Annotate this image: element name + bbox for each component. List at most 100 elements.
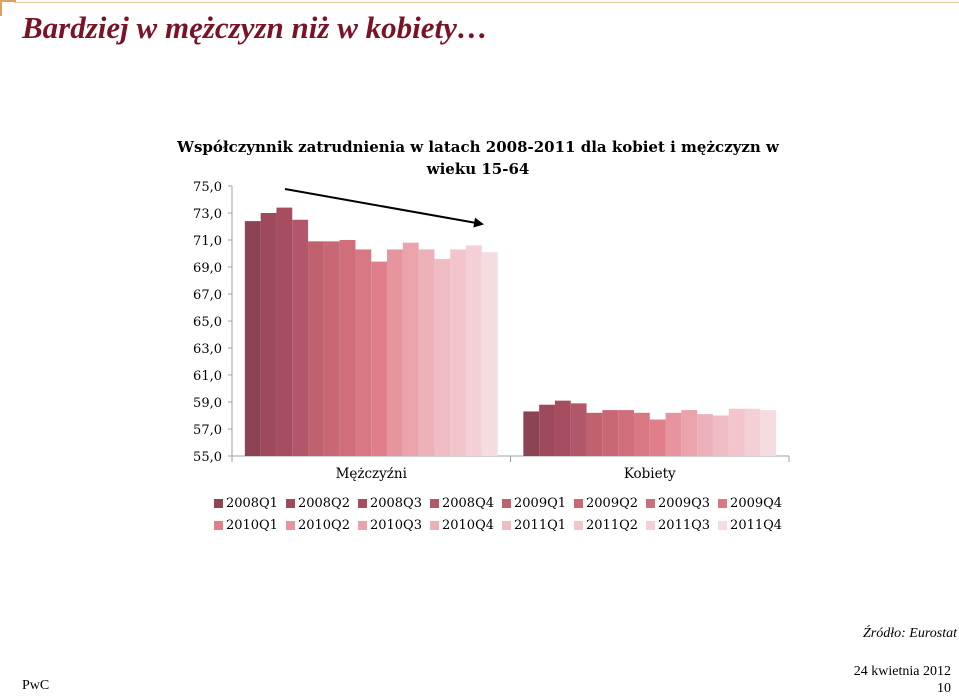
legend-item: 2009Q2 <box>574 496 638 511</box>
legend-item: 2011Q1 <box>502 518 566 533</box>
legend-label: 2011Q1 <box>514 518 567 533</box>
y-tick-label: 55,0 <box>193 450 222 465</box>
category-label: Kobiety <box>624 466 676 482</box>
legend-swatch <box>429 521 439 530</box>
bar-2008Q2-1 <box>539 404 555 456</box>
bar-2009Q1-1 <box>586 412 603 456</box>
legend-label: 2009Q2 <box>586 496 639 511</box>
legend-label: 2010Q1 <box>225 518 278 533</box>
legend-item: 2011Q2 <box>574 518 638 533</box>
y-tick-label: 59,0 <box>193 396 222 411</box>
legend-swatch <box>429 499 439 508</box>
y-tick-label: 57,0 <box>193 423 222 438</box>
bar-2010Q4-0 <box>418 249 435 456</box>
legend-item: 2011Q3 <box>646 518 710 533</box>
chart-title-line-2: wieku 15-64 <box>426 160 530 178</box>
legend-item: 2008Q1 <box>213 496 278 511</box>
legend-row: 2008Q1 2008Q2 2008Q3 2008Q4 2009Q1 2009Q2 2009… <box>213 496 782 511</box>
bar-2010Q2-0 <box>387 249 403 456</box>
legend-label: 2009Q3 <box>658 496 711 511</box>
top-rule <box>14 2 959 3</box>
chart-bars <box>244 207 777 456</box>
y-tick-label: 73,0 <box>193 207 222 222</box>
legend-swatch <box>213 521 223 530</box>
legend-swatch <box>574 499 584 508</box>
bar-2008Q4-0 <box>292 219 309 456</box>
bar-2009Q2-0 <box>323 241 340 456</box>
bar-2011Q4-1 <box>760 410 777 456</box>
legend-row: 2010Q1 2010Q2 2010Q3 2010Q4 2011Q1 2011Q2 2011… <box>213 518 782 533</box>
bar-2008Q1-1 <box>523 411 540 456</box>
bar-2010Q1-0 <box>371 261 388 456</box>
y-tick-label: 69,0 <box>193 261 222 276</box>
trend-arrow-line <box>284 188 484 228</box>
trend-arrow <box>284 188 484 228</box>
legend-swatch <box>502 521 511 530</box>
legend-item: 2008Q2 <box>285 496 350 511</box>
bar-2009Q3-1 <box>618 410 634 456</box>
legend-swatch <box>285 521 295 530</box>
bar-2009Q4-0 <box>355 249 372 456</box>
bar-2009Q4-1 <box>633 412 650 456</box>
slide-date: 24 kwietnia 2012 <box>853 664 951 679</box>
bar-2010Q2-1 <box>665 412 682 456</box>
bar-2010Q4-1 <box>697 414 713 456</box>
slide-title: Bardziej w mężczyzn niż w kobiety… <box>22 10 488 45</box>
legend-label: 2008Q4 <box>441 496 494 511</box>
legend-swatch <box>502 499 511 508</box>
legend-item: 2008Q3 <box>357 496 422 511</box>
legend-item: 2010Q1 <box>213 518 278 533</box>
legend-swatch <box>646 499 656 508</box>
legend-item: 2009Q4 <box>718 496 782 511</box>
bar-2009Q1-0 <box>308 241 324 456</box>
legend-label: 2010Q3 <box>369 518 422 533</box>
y-tick-label: 67,0 <box>193 288 222 303</box>
legend-swatch <box>285 499 295 508</box>
bar-2009Q3-0 <box>339 240 356 456</box>
y-tick-label: 71,0 <box>193 234 222 249</box>
bar-2011Q3-1 <box>744 408 761 456</box>
bar-2011Q2-0 <box>450 249 467 456</box>
legend-label: 2011Q2 <box>586 518 639 533</box>
legend-item: 2010Q4 <box>429 518 494 533</box>
legend-swatch <box>357 499 367 508</box>
bar-2008Q3-1 <box>554 400 571 456</box>
bar-2010Q1-1 <box>649 419 666 456</box>
legend-swatch <box>718 499 728 508</box>
legend-item: 2011Q4 <box>718 518 782 533</box>
legend-label: 2008Q3 <box>369 496 422 511</box>
legend-swatch <box>213 499 223 508</box>
legend-swatch <box>574 521 584 530</box>
bar-2010Q3-0 <box>402 242 419 456</box>
brand-name: PwC <box>22 678 50 693</box>
legend-label: 2011Q3 <box>658 518 711 533</box>
employment-chart: Współczynnik zatrudnienia w latach 2008-… <box>176 138 790 482</box>
y-tick-label: 75,0 <box>193 180 222 195</box>
chart-legend: 2008Q1 2008Q2 2008Q3 2008Q4 2009Q1 2009Q2 2009… <box>213 496 782 540</box>
chart-title-line-1: Współczynnik zatrudnienia w latach 2008-… <box>176 138 780 156</box>
bar-2011Q1-1 <box>712 415 729 456</box>
legend-label: 2010Q4 <box>441 518 494 533</box>
legend-swatch <box>357 521 367 530</box>
legend-item: 2009Q3 <box>646 496 710 511</box>
y-tick-label: 61,0 <box>193 369 222 384</box>
bar-2008Q3-0 <box>276 207 293 456</box>
bar-2011Q3-0 <box>466 245 482 456</box>
legend-swatch <box>646 521 656 530</box>
category-label: Mężczyźni <box>336 466 408 482</box>
source-note: Źródło: Eurostat <box>863 626 957 641</box>
legend-item: 2010Q2 <box>285 518 350 533</box>
bar-2011Q1-0 <box>434 258 451 456</box>
bar-2011Q4-0 <box>481 252 498 456</box>
legend-swatch <box>718 521 728 530</box>
legend-item: 2009Q1 <box>502 496 566 511</box>
chart-axes: 75,0 73,0 71,0 69,0 67,0 65,0 63,0 61,0 59,0 57,0… <box>193 180 790 482</box>
y-tick-label: 63,0 <box>193 342 222 357</box>
legend-label: 2009Q1 <box>514 496 567 511</box>
legend-label: 2009Q4 <box>730 496 783 511</box>
bar-2009Q2-1 <box>602 410 619 456</box>
bar-2010Q3-1 <box>681 410 698 456</box>
bar-2008Q2-0 <box>260 213 277 456</box>
corner-mark <box>0 0 16 16</box>
bar-2008Q4-1 <box>570 403 587 456</box>
